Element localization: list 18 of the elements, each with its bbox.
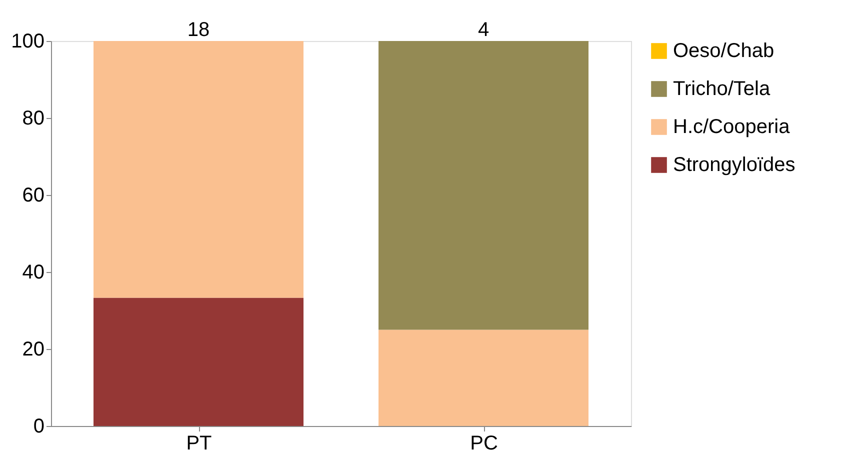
- bar: [378, 330, 588, 426]
- legend-label: Oeso/Chab: [673, 40, 774, 62]
- annotation: 18: [187, 19, 210, 41]
- y-tick-label: 60: [22, 184, 44, 206]
- y-tick-label: 100: [11, 30, 44, 52]
- annotation: 4: [478, 19, 490, 41]
- bar: [378, 41, 588, 330]
- legend-label: H.c/Cooperia: [673, 116, 791, 138]
- y-tick-label: 0: [33, 416, 44, 438]
- y-tick-label: 40: [22, 262, 44, 284]
- bar: [94, 298, 304, 426]
- bar: [94, 41, 304, 298]
- y-tick-label: 80: [22, 108, 44, 130]
- x-tick-label: PC: [470, 432, 498, 454]
- x-tick-label: PT: [186, 432, 212, 454]
- legend-label: Strongyloïdes: [673, 154, 796, 176]
- y-tick-label: 20: [22, 338, 44, 360]
- legend-label: Tricho/Tela: [673, 78, 771, 100]
